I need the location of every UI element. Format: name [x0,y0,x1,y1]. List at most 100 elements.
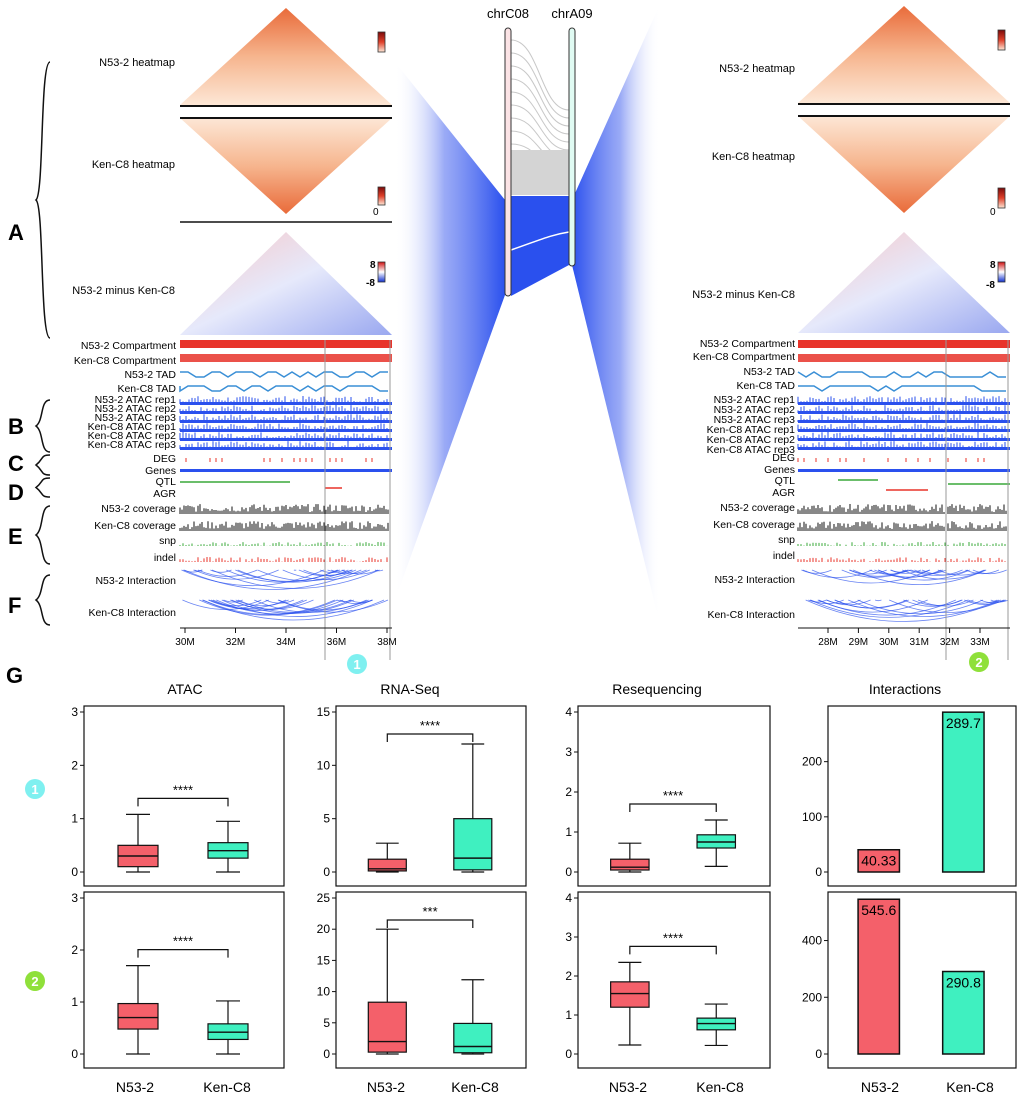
y-tick-label: 3 [71,891,78,905]
y-tick-label: 3 [71,705,78,719]
chart-interactions-region-1: 0 100 200 40.33 289.7 [802,705,1017,887]
interaction-arc [967,599,998,604]
significance-bracket [629,803,717,812]
significance-bracket [137,797,229,807]
compartment-track [798,354,1010,362]
atac-track [798,447,1010,450]
left-label-ken-interaction: Ken-C8 Interaction [88,607,176,619]
group-label-n53-3: N53-2 [609,1079,647,1095]
box-body [117,1002,159,1030]
axis-tick-label: 30M [175,637,194,648]
y-tick-label: 10 [317,758,331,772]
bar [857,848,901,873]
tad-track [180,371,388,378]
row-marker-1-label: 1 [31,782,38,797]
synteny-grey-block [511,150,569,195]
right-axis-ticks: 28M 29M 30M 31M 32M 33M [818,628,990,648]
chart-interactions-region-2: 0 200 400 545.6 290.8 [802,891,1017,1069]
right-label-deg: DEG [772,452,795,464]
group-label-ken-3: Ken-C8 [696,1079,744,1095]
region-marker-2 [969,652,989,672]
y-tick-label: 400 [802,934,822,948]
interaction-arc [990,599,1009,603]
interaction-arc [194,569,279,580]
left-label-agr: AGR [153,488,176,500]
interaction-arc [181,569,325,586]
atac-track [798,438,1010,441]
left-axis-ticks: 30M 32M 34M 36M 38M [175,628,397,648]
y-tick-label: 5 [323,812,330,826]
y-tick-label: 0 [323,1047,330,1061]
chart-frame [83,891,285,1069]
group-label-n53-1: N53-2 [116,1079,154,1095]
panel-letter-f: F [8,593,21,618]
chart-atac-region-1: 0 1 2 3 **** [71,705,285,887]
group-label-n53-4: N53-2 [861,1079,899,1095]
interaction-arc [834,599,909,609]
atac-track [798,402,1010,405]
right-label-atac-2: N53-2 ATAC rep2 [714,404,795,416]
synteny-links [510,39,570,296]
left-label-indel: indel [154,552,176,564]
right-label-n53-coverage: N53-2 coverage [720,502,795,514]
fan-right [572,4,660,625]
synteny-link-grey [510,91,570,143]
interaction-arc [265,599,295,604]
chart-resequencing-region-1: 0 1 2 3 4 **** [565,705,771,887]
left-heatmap-scale-2 [377,186,386,206]
group-label-ken-1: Ken-C8 [203,1079,251,1095]
axis-tick-label: 28M [818,637,837,648]
y-tick-label: 1 [565,825,572,839]
chart-frame [827,705,1017,887]
right-track-labels: N53-2 Compartment Ken-C8 Compartment N53… [693,338,796,621]
significance-bracket [629,945,717,955]
axis-tick-label: 29M [849,637,868,648]
y-tick-label: 25 [317,891,331,905]
right-tracks [797,340,1010,660]
tad-track [797,371,1006,378]
interaction-arc [182,599,269,610]
chart-resequencing-region-2: 0 1 2 3 4 **** [565,891,771,1069]
right-label-ken-tad: Ken-C8 TAD [736,380,795,392]
interaction-arc [972,569,1007,575]
y-tick-label: 15 [317,953,331,967]
interaction-arc [210,569,232,573]
col-title-interactions: Interactions [869,681,941,697]
left-label-snp: snp [159,535,176,547]
tad-track [179,385,388,393]
y-tick-label: 200 [802,755,822,769]
synteny-fans: chrC08 chrA09 [395,4,660,625]
right-label-atac-1: N53-2 ATAC rep1 [714,394,795,406]
region-marker-2-label: 2 [975,655,982,670]
box-body [453,1022,493,1054]
bar-value-label: 40.33 [861,853,896,869]
interaction-arc [902,569,986,580]
atac-track [180,420,392,423]
right-label-ken-compartment: Ken-C8 Compartment [693,351,795,363]
atac-track [180,438,392,441]
significance-label: **** [420,718,440,733]
group-labels: N53-2 Ken-C8 N53-2 Ken-C8 N53-2 Ken-C8 N… [116,1079,994,1095]
y-tick-label: 1 [71,995,78,1009]
interaction-arc [874,599,882,602]
y-tick-label: 15 [317,705,331,719]
significance-bracket [386,733,474,742]
y-tick-label: 10 [317,985,331,999]
interaction-arc [199,599,338,616]
panel-letter-g: G [6,663,23,688]
interaction-arc [848,599,1000,617]
panel-letter-c: C [8,451,24,476]
compartment-track [180,354,392,362]
interaction-arc [965,569,1000,575]
left-label-ken-tad: Ken-C8 TAD [117,383,176,395]
y-tick-label: 3 [565,745,572,759]
left-label-ken-compartment: Ken-C8 Compartment [74,355,176,367]
right-label-atac-3: N53-2 ATAC rep3 [714,414,795,426]
bar [941,711,985,873]
interaction-arc [341,569,379,575]
significance-label: **** [173,934,193,949]
left-label-deg: DEG [153,453,176,465]
chart-atac-region-2: 0 1 2 3 **** [71,891,285,1069]
left-label-n53-coverage: N53-2 coverage [101,503,176,515]
significance-bracket [386,919,474,928]
